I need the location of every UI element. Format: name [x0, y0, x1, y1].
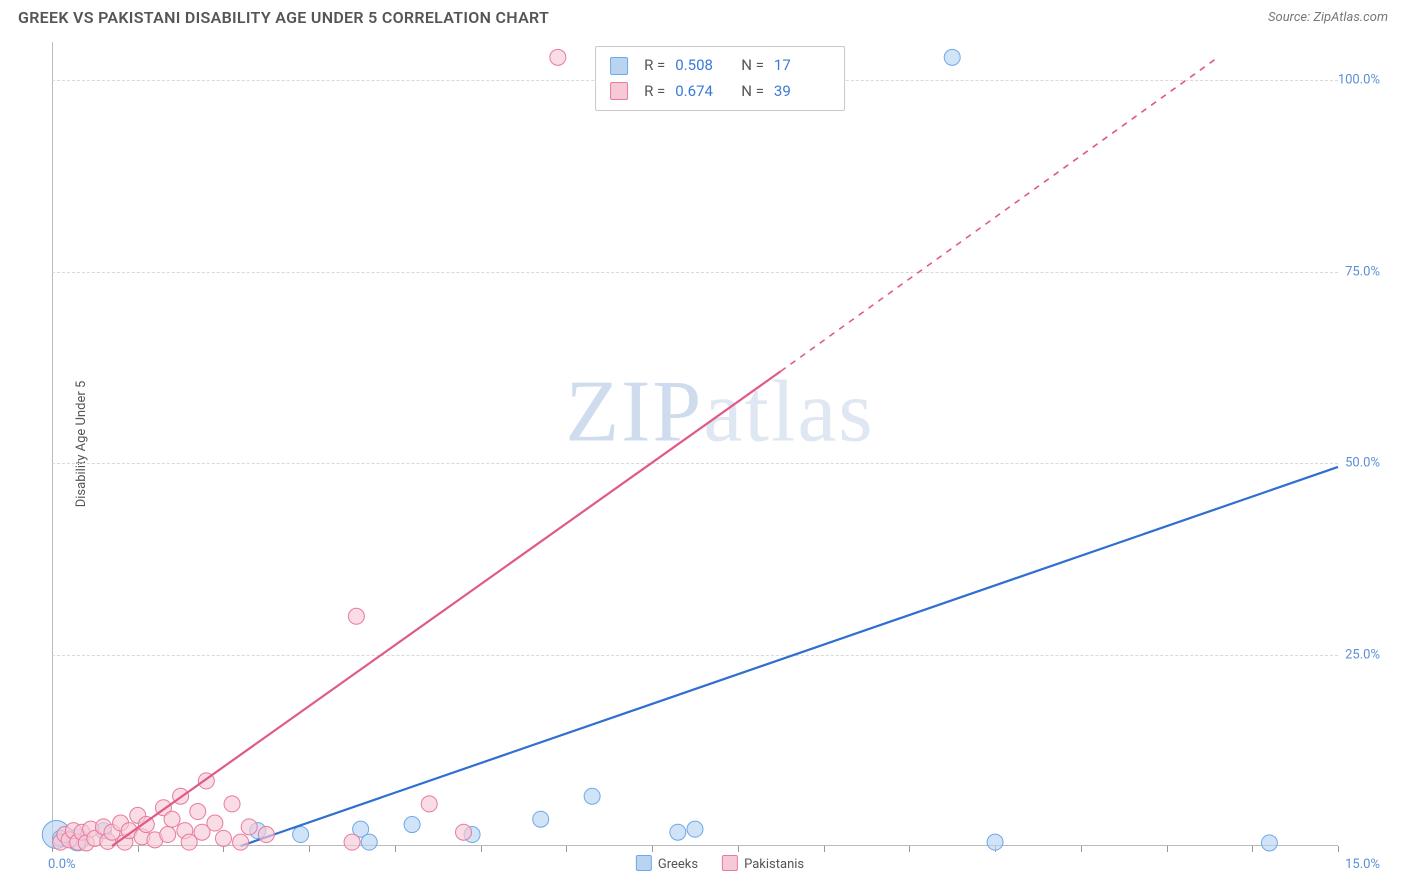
data-point: [207, 815, 223, 831]
x-tick: [1167, 846, 1168, 852]
data-point: [344, 834, 360, 850]
x-tick: [395, 846, 396, 852]
x-tick: [566, 846, 567, 852]
legend-swatch-pakistanis-icon: [722, 855, 738, 871]
x-max-label: 15.0%: [1345, 857, 1380, 872]
x-tick: [481, 846, 482, 852]
data-point: [987, 834, 1003, 850]
stats-row-pakistanis: R = 0.674 N = 39: [610, 79, 830, 105]
chart-source: Source: ZipAtlas.com: [1268, 10, 1388, 25]
data-point: [258, 827, 274, 843]
data-point: [293, 827, 309, 843]
data-point: [456, 824, 472, 840]
x-tick: [824, 846, 825, 852]
legend-bottom: Greeks Pakistanis: [636, 855, 804, 872]
data-point: [687, 821, 703, 837]
x-tick: [652, 846, 653, 852]
stats-row-greeks: R = 0.508 N = 17: [610, 53, 830, 79]
data-point: [550, 49, 566, 65]
data-point: [348, 608, 364, 624]
data-point: [361, 834, 377, 850]
regression-line-dashed: [781, 57, 1218, 371]
data-point: [190, 804, 206, 820]
x-tick: [1081, 846, 1082, 852]
data-point: [533, 811, 549, 827]
x-tick: [1252, 846, 1253, 852]
x-tick: [223, 846, 224, 852]
n-value-greeks: 17: [774, 53, 830, 79]
chart-area: Disability Age Under 5 ZIPatlas 25.0%50.…: [52, 42, 1388, 846]
data-point: [421, 796, 437, 812]
regression-line: [241, 467, 1338, 846]
legend-item-greeks: Greeks: [636, 855, 698, 872]
x-tick: [1338, 846, 1339, 852]
data-point: [164, 811, 180, 827]
x-tick: [738, 846, 739, 852]
data-point: [404, 817, 420, 833]
data-point: [584, 788, 600, 804]
legend-item-pakistanis: Pakistanis: [722, 855, 804, 872]
x-origin-label: 0.0%: [48, 857, 76, 872]
swatch-greeks-icon: [610, 57, 628, 75]
data-point: [670, 824, 686, 840]
r-value-pakistanis: 0.674: [675, 79, 731, 105]
data-point: [1261, 835, 1277, 851]
data-point: [241, 819, 257, 835]
data-point: [944, 49, 960, 65]
data-point: [233, 834, 249, 850]
legend-swatch-greeks-icon: [636, 855, 652, 871]
x-tick: [309, 846, 310, 852]
x-tick: [909, 846, 910, 852]
r-value-greeks: 0.508: [675, 53, 731, 79]
swatch-pakistanis-icon: [610, 82, 628, 100]
stats-legend-box: R = 0.508 N = 17 R = 0.674 N = 39: [595, 46, 845, 111]
chart-header: GREEK VS PAKISTANI DISABILITY AGE UNDER …: [0, 0, 1406, 33]
data-point: [224, 796, 240, 812]
data-point: [160, 827, 176, 843]
x-tick: [138, 846, 139, 852]
n-value-pakistanis: 39: [774, 79, 830, 105]
data-point: [215, 830, 231, 846]
chart-title: GREEK VS PAKISTANI DISABILITY AGE UNDER …: [18, 8, 549, 27]
scatter-plot: [52, 42, 1388, 846]
